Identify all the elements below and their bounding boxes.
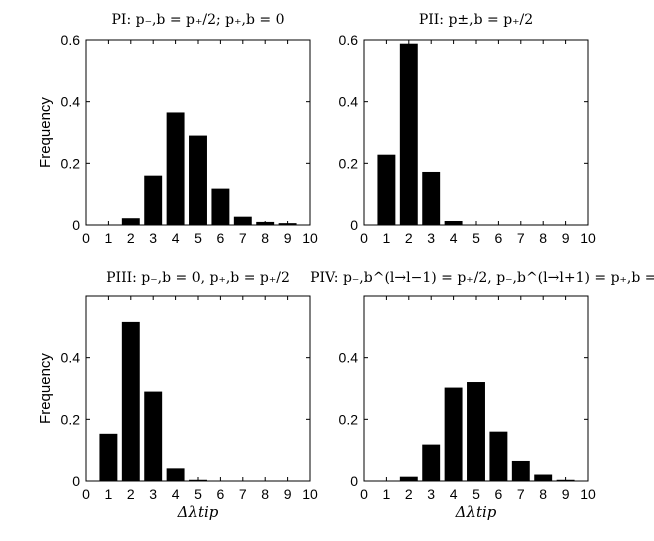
x-tick-label: 9 (562, 486, 570, 502)
bar (233, 216, 252, 225)
panel-3: PIII: p₋,b = 0, p₊,b = p₊/20 1 2 3 4 5 6 7 8 9 100… (37, 270, 318, 521)
x-tick-label: 8 (539, 230, 547, 246)
y-tick-label: 0.6 (61, 32, 81, 48)
bar (121, 321, 140, 481)
x-tick-label: 8 (261, 486, 269, 502)
x-tick-label: 1 (105, 486, 113, 502)
x-tick-label: 1 (383, 486, 391, 502)
x-tick-label: 5 (472, 486, 480, 502)
x-tick-label: 8 (539, 486, 547, 502)
bar (144, 175, 163, 225)
bar (511, 460, 530, 481)
x-tick-label: 2 (127, 230, 135, 246)
x-tick-label: 7 (239, 486, 247, 502)
x-tick-label: 10 (580, 230, 596, 246)
y-tick-label: 0 (350, 217, 358, 233)
x-tick-label: 4 (450, 486, 458, 502)
y-tick-label: 0 (72, 473, 80, 489)
x-tick-label: 0 (82, 486, 90, 502)
y-axis-label: Frequency (37, 353, 54, 424)
x-tick-label: 3 (427, 230, 435, 246)
x-tick-label: 8 (261, 230, 269, 246)
x-tick-label: 6 (217, 230, 225, 246)
x-tick-label: 4 (172, 486, 180, 502)
x-tick-label: 4 (172, 230, 180, 246)
bar (166, 112, 185, 225)
x-tick-label: 2 (405, 230, 413, 246)
y-tick-label: 0 (72, 217, 80, 233)
panel-title: PIII: p₋,b = 0, p₊,b = p₊/2 (106, 270, 290, 286)
panel-4: PIV: p₋,b^(l→l−1) = p₊/2, p₋,b^(l→l+1) =… (310, 270, 654, 521)
y-tick-label: 0.6 (339, 32, 359, 48)
bar (444, 387, 463, 481)
x-tick-label: 9 (562, 230, 570, 246)
y-tick-label: 0.4 (339, 350, 359, 366)
bar (189, 135, 207, 225)
y-tick-label: 0.2 (339, 155, 359, 171)
bar (399, 43, 418, 226)
x-tick-label: 10 (580, 486, 596, 502)
plot-frame (85, 295, 311, 482)
x-tick-label: 6 (217, 486, 225, 502)
x-axis-label: Δλtip (177, 503, 219, 521)
x-tick-label: 5 (472, 230, 480, 246)
x-tick-label: 7 (239, 230, 247, 246)
panel-1: PI: p₋,b = p₊/2; p₊,b = 00 1 2 3 4 5 6 7 8 9 1000.… (37, 12, 318, 246)
x-tick-label: 5 (194, 486, 202, 502)
y-tick-label: 0.4 (61, 94, 81, 110)
x-tick-label: 0 (82, 230, 90, 246)
x-tick-label: 3 (149, 230, 157, 246)
x-tick-label: 1 (383, 230, 391, 246)
x-tick-label: 9 (284, 230, 292, 246)
y-tick-label: 0.2 (61, 155, 81, 171)
x-tick-label: 10 (302, 486, 318, 502)
x-tick-label: 5 (194, 230, 202, 246)
bar (422, 171, 441, 225)
x-axis-label: Δλtip (455, 503, 497, 521)
bar (144, 391, 163, 481)
x-tick-label: 7 (517, 486, 525, 502)
bar (166, 468, 185, 481)
y-tick-label: 0.2 (61, 411, 81, 427)
bar (467, 382, 485, 481)
x-tick-label: 9 (284, 486, 292, 502)
y-axis-label: Frequency (37, 97, 54, 168)
bar (99, 433, 118, 481)
x-tick-label: 6 (495, 230, 503, 246)
x-tick-label: 2 (405, 486, 413, 502)
y-tick-label: 0.2 (339, 411, 359, 427)
bar (211, 188, 230, 225)
bar (422, 444, 441, 481)
x-tick-label: 3 (149, 486, 157, 502)
x-tick-label: 7 (517, 230, 525, 246)
panel-title: PIV: p₋,b^(l→l−1) = p₊/2, p₋,b^(l→l+1) =… (310, 270, 654, 286)
x-tick-label: 4 (450, 230, 458, 246)
x-tick-label: 2 (127, 486, 135, 502)
y-tick-label: 0 (350, 473, 358, 489)
x-tick-label: 0 (360, 230, 368, 246)
x-tick-label: 10 (302, 230, 318, 246)
x-tick-label: 6 (495, 486, 503, 502)
bar (489, 431, 508, 481)
y-tick-label: 0.4 (339, 94, 359, 110)
panel-title: PI: p₋,b = p₊/2; p₊,b = 0 (112, 12, 285, 28)
y-tick-label: 0.4 (61, 350, 81, 366)
x-tick-label: 0 (360, 486, 368, 502)
x-tick-label: 3 (427, 486, 435, 502)
bar (377, 154, 396, 225)
plot-frame (363, 39, 589, 226)
x-tick-label: 1 (105, 230, 113, 246)
panel-title: PII: p±,b = p₊/2 (419, 12, 533, 28)
